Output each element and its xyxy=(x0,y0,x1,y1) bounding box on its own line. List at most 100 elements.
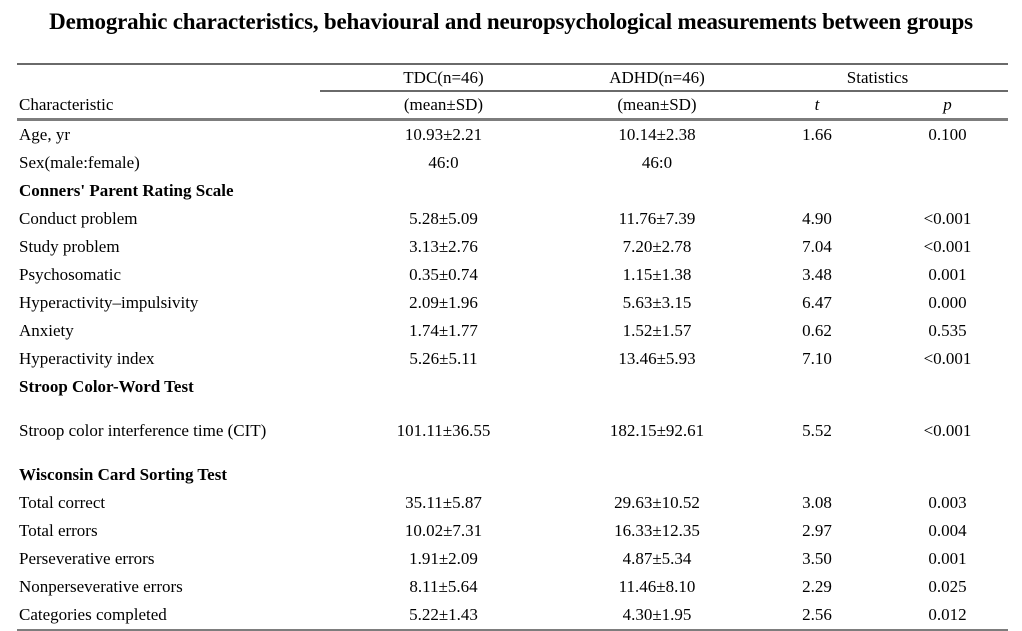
row-adhd-value: 11.46±8.10 xyxy=(618,577,696,596)
row-label: Study problem xyxy=(19,237,120,256)
row-t-value xyxy=(747,149,887,177)
row-t-value xyxy=(747,373,887,401)
row-tdc-value: 1.74±1.77 xyxy=(409,321,478,340)
column-header-row: Characteristic (mean±SD) (mean±SD) t p xyxy=(17,91,1008,121)
group-header-spacer xyxy=(17,64,320,91)
row-p-value xyxy=(887,177,1008,205)
row-p-value: <0.001 xyxy=(923,237,972,256)
table-row: Sex(male:female) 46:0 46:0 xyxy=(17,149,1008,177)
row-tdc-value xyxy=(320,177,567,205)
group-header-statistics: Statistics xyxy=(747,64,1008,92)
row-t-value xyxy=(747,445,887,489)
table-row: Total correct 35.11±5.87 29.63±10.52 3.08 0.… xyxy=(17,489,1008,517)
table-container: TDC(n=46) ADHD(n=46) Statistics Characte… xyxy=(17,63,1008,631)
row-tdc-value: 46:0 xyxy=(428,153,459,172)
row-t-value: 7.04 xyxy=(802,237,832,256)
row-adhd-value: 4.87±5.34 xyxy=(622,549,692,568)
row-tdc-value: 5.22±1.43 xyxy=(320,601,567,631)
table-row: Perseverative errors 1.91±2.09 4.87±5.34 3.… xyxy=(17,545,1008,573)
row-adhd-value: 1.52±1.57 xyxy=(622,321,692,340)
row-adhd-value: 11.76±7.39 xyxy=(618,209,696,228)
row-p-value: 0.025 xyxy=(928,577,967,596)
row-p-value xyxy=(887,373,1008,401)
row-adhd-value: 4.30±1.95 xyxy=(567,601,747,631)
row-p-value: 0.100 xyxy=(928,125,967,144)
row-label: Total correct xyxy=(19,493,106,512)
table-row: Categories completed 5.22±1.43 4.30±1.95 2.… xyxy=(17,601,1008,631)
row-t-value: 0.62 xyxy=(802,321,832,340)
row-t-value: 2.29 xyxy=(802,577,832,596)
row-label: Categories completed xyxy=(17,601,320,631)
row-t-value: 6.47 xyxy=(802,293,832,312)
table-title: Demograhic characteristics, behavioural … xyxy=(49,9,973,34)
row-p-value: <0.001 xyxy=(923,349,972,368)
row-label: Hyperactivity–impulsivity xyxy=(19,293,199,312)
row-label: Anxiety xyxy=(19,321,74,340)
row-p-value: 0.000 xyxy=(928,293,967,312)
group-header-row: TDC(n=46) ADHD(n=46) Statistics xyxy=(17,64,1008,92)
row-p-value: 0.001 xyxy=(928,549,967,568)
row-t-value: 4.90 xyxy=(802,209,832,228)
row-tdc-value: 10.93±2.21 xyxy=(404,125,483,144)
row-adhd-value: 1.15±1.38 xyxy=(622,265,692,284)
row-tdc-value: 35.11±5.87 xyxy=(405,493,482,512)
row-tdc-value: 3.13±2.76 xyxy=(409,237,478,256)
row-label: Stroop color interference time (CIT) xyxy=(19,421,267,440)
row-tdc-value: 8.11±5.64 xyxy=(409,577,478,596)
row-t-value: 5.52 xyxy=(802,421,832,440)
column-header-t: t xyxy=(747,91,887,121)
row-t-value: 3.08 xyxy=(802,493,832,512)
row-tdc-value: 5.26±5.11 xyxy=(409,349,478,368)
row-tdc-value xyxy=(320,373,567,401)
row-adhd-value xyxy=(567,445,747,489)
row-adhd-value xyxy=(567,177,747,205)
row-p-value: 0.003 xyxy=(928,493,967,512)
row-tdc-value: 0.35±0.74 xyxy=(409,265,478,284)
row-tdc-value: 5.28±5.09 xyxy=(409,209,478,228)
table-row: Total errors 10.02±7.31 16.33±12.35 2.97 0.0… xyxy=(17,517,1008,545)
table-row: Nonperseverative errors 8.11±5.64 11.46±8.… xyxy=(17,573,1008,601)
table-body: Age, yr 10.93±2.21 10.14±2.38 1.66 0.100 Sex(… xyxy=(17,120,1008,631)
row-tdc-value: 10.02±7.31 xyxy=(404,521,483,540)
column-header-p: p xyxy=(887,91,1008,121)
row-t-value: 3.48 xyxy=(802,265,832,284)
row-adhd-value: 16.33±12.35 xyxy=(614,521,700,540)
table-row: Hyperactivity index 5.26±5.11 13.46±5.93 7.… xyxy=(17,345,1008,373)
row-label: Sex(male:female) xyxy=(19,153,140,172)
group-header-adhd: ADHD(n=46) xyxy=(567,64,747,92)
table-row: Study problem 3.13±2.76 7.20±2.78 7.04 <0.00… xyxy=(17,233,1008,261)
table-row: Psychosomatic 0.35±0.74 1.15±1.38 3.48 0.001 xyxy=(17,261,1008,289)
row-tdc-value xyxy=(320,445,567,489)
table-row: Conduct problem 5.28±5.09 11.76±7.39 4.90 <0… xyxy=(17,205,1008,233)
section-row: Conners' Parent Rating Scale xyxy=(17,177,1008,205)
row-t-value: 7.10 xyxy=(802,349,832,368)
row-t-value: 3.50 xyxy=(802,549,832,568)
column-header-adhd-meansd: (mean±SD) xyxy=(567,91,747,121)
table-row: Stroop color interference time (CIT) 101.… xyxy=(17,401,1008,445)
row-adhd-value: 10.14±2.38 xyxy=(618,125,696,144)
row-label: Wisconsin Card Sorting Test xyxy=(19,465,227,484)
row-p-value: 0.012 xyxy=(887,601,1008,631)
row-adhd-value: 7.20±2.78 xyxy=(622,237,692,256)
row-label: Hyperactivity index xyxy=(19,349,155,368)
table-row: Anxiety 1.74±1.77 1.52±1.57 0.62 0.535 xyxy=(17,317,1008,345)
row-adhd-value: 46:0 xyxy=(641,153,673,172)
row-p-value: 0.535 xyxy=(928,321,967,340)
section-row: Wisconsin Card Sorting Test xyxy=(17,445,1008,489)
row-t-value: 2.97 xyxy=(802,521,832,540)
row-label: Total errors xyxy=(19,521,98,540)
row-adhd-value: 13.46±5.93 xyxy=(618,349,696,368)
row-adhd-value: 182.15±92.61 xyxy=(609,421,705,440)
row-adhd-value: 29.63±10.52 xyxy=(614,493,700,512)
row-p-value: 0.001 xyxy=(928,265,967,284)
row-tdc-value: 101.11±36.55 xyxy=(396,421,491,440)
row-label: Nonperseverative errors xyxy=(19,577,183,596)
table-row: Age, yr 10.93±2.21 10.14±2.38 1.66 0.100 xyxy=(17,120,1008,150)
row-label: Perseverative errors xyxy=(19,549,155,568)
row-t-value xyxy=(747,177,887,205)
row-label: Conners' Parent Rating Scale xyxy=(19,181,234,200)
row-p-value xyxy=(887,149,1008,177)
row-adhd-value: 5.63±3.15 xyxy=(622,293,692,312)
demographics-table: TDC(n=46) ADHD(n=46) Statistics Characte… xyxy=(17,63,1008,631)
